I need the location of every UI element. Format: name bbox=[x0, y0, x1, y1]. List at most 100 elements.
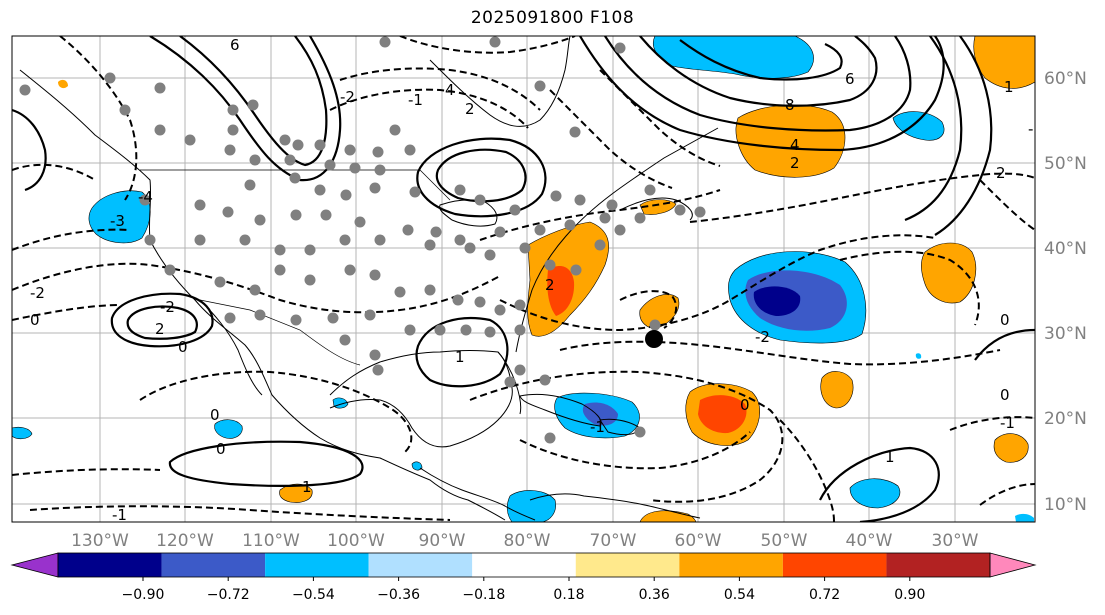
south-america-north bbox=[529, 493, 701, 519]
track-dot bbox=[164, 264, 176, 276]
cool-patch-central-atlantic-core bbox=[753, 286, 801, 316]
track-dot bbox=[519, 242, 531, 254]
track-dot bbox=[614, 224, 626, 236]
contour-label: 2 bbox=[155, 320, 165, 338]
cool-patch-greenland bbox=[892, 111, 945, 141]
contour-dashed-24 bbox=[549, 89, 673, 189]
contour-label: -1 bbox=[408, 91, 423, 109]
track-dot bbox=[694, 206, 706, 218]
track-dot bbox=[534, 224, 546, 236]
florida bbox=[497, 351, 522, 415]
latitude-label: 60°N bbox=[1044, 69, 1087, 89]
latitude-label: 50°N bbox=[1044, 154, 1087, 174]
contour-labels: 6 4 2 0 -2 -3 -4 -2 -1 0 1 2 8 6 4 2 -2 … bbox=[30, 36, 1035, 522]
contour-lines bbox=[12, 36, 1035, 522]
track-dot bbox=[369, 269, 381, 281]
latitude-label: 20°N bbox=[1044, 409, 1087, 429]
contour-dashed-1 bbox=[12, 262, 501, 314]
track-dot bbox=[247, 99, 259, 111]
track-dot bbox=[19, 84, 31, 96]
colorbar-tick-label: 0.90 bbox=[894, 587, 925, 603]
warm-patch-pacific-nw bbox=[58, 79, 68, 89]
track-dot bbox=[249, 154, 261, 166]
colorbar-segment bbox=[58, 553, 162, 577]
track-dot bbox=[104, 72, 116, 84]
contour-label: 2 bbox=[996, 164, 1006, 182]
track-dot bbox=[314, 139, 326, 151]
colorbar-extend-high bbox=[989, 552, 1037, 578]
contour-label: 4 bbox=[790, 136, 800, 154]
track-dot bbox=[504, 376, 516, 388]
track-dot bbox=[434, 324, 446, 336]
contour-label: 1 bbox=[885, 448, 895, 466]
track-dot bbox=[372, 146, 384, 158]
hot-patch-east-coast bbox=[547, 266, 575, 316]
contour-east-atlantic-low-lat bbox=[819, 446, 940, 522]
warm-patch-northeast bbox=[973, 36, 1035, 89]
map-panel bbox=[12, 36, 1035, 522]
colorbar-tick-label: 0.36 bbox=[639, 587, 670, 603]
contour-dashed-16 bbox=[12, 163, 96, 181]
track-dot bbox=[404, 144, 416, 156]
track-dot bbox=[644, 184, 656, 196]
track-dot bbox=[344, 144, 356, 156]
track-dot bbox=[430, 226, 442, 238]
track-dot bbox=[254, 214, 266, 226]
track-dot bbox=[634, 212, 646, 224]
track-dot bbox=[464, 242, 476, 254]
contour-north-atlantic-high bbox=[579, 36, 945, 152]
contour-pacific-high-inner bbox=[126, 305, 198, 340]
contour-dashed-4 bbox=[12, 468, 161, 476]
contour-label: 0 bbox=[1000, 386, 1010, 404]
cuba bbox=[519, 393, 602, 427]
track-dot bbox=[460, 324, 472, 336]
contour-label: 6 bbox=[230, 36, 240, 54]
contour-east-ridge-2 bbox=[934, 36, 993, 236]
track-dot bbox=[290, 314, 302, 326]
track-dot bbox=[374, 164, 386, 176]
contour-north-atlantic-high-2 bbox=[604, 36, 912, 132]
contour-label: -1 bbox=[1000, 414, 1015, 432]
cool-patch-mexico-pacific bbox=[214, 419, 243, 439]
contour-label: 8 bbox=[785, 96, 795, 114]
contour-dashed-6 bbox=[499, 234, 936, 332]
contour-dashed-5 bbox=[29, 505, 451, 521]
colorbar-tick-label: −0.18 bbox=[462, 587, 505, 603]
track-dot bbox=[214, 276, 226, 288]
track-dot bbox=[544, 432, 556, 444]
track-dot bbox=[374, 234, 386, 246]
track-dot bbox=[574, 194, 586, 206]
colorbar-tick-label: 0.54 bbox=[724, 587, 755, 603]
contour-label: 2 bbox=[545, 276, 555, 294]
track-dot bbox=[154, 82, 166, 94]
track-dot bbox=[249, 284, 261, 296]
contour-label: 2 bbox=[465, 100, 475, 118]
contour-label: 4 bbox=[445, 81, 455, 99]
east-coast bbox=[515, 127, 719, 353]
longitude-label: 50°W bbox=[761, 531, 808, 551]
track-dot bbox=[424, 239, 436, 251]
track-dot bbox=[394, 286, 406, 298]
track-dot bbox=[389, 124, 401, 136]
track-dot bbox=[474, 194, 486, 206]
track-dot bbox=[489, 36, 501, 48]
track-dot bbox=[314, 184, 326, 196]
contour-dashed-11 bbox=[479, 189, 721, 241]
contour-dashed-12 bbox=[339, 67, 541, 111]
track-dot bbox=[594, 239, 606, 251]
track-dot bbox=[344, 264, 356, 276]
hot-patch-central-atlantic bbox=[698, 395, 747, 434]
longitude-label: 120°W bbox=[156, 531, 214, 551]
cool-patch-pacific-west bbox=[12, 426, 33, 440]
colorbar-extend-low bbox=[10, 552, 59, 578]
colorbar-border bbox=[57, 552, 991, 578]
track-dot bbox=[494, 304, 506, 316]
contour-label: 0 bbox=[30, 311, 40, 329]
track-dot bbox=[379, 36, 391, 48]
track-dot bbox=[289, 172, 301, 184]
longitude-label: 90°W bbox=[419, 531, 466, 551]
contour-dashed-15 bbox=[59, 36, 138, 201]
colorbar-segment bbox=[265, 553, 369, 577]
cool-patch-east-atlantic bbox=[849, 478, 901, 509]
